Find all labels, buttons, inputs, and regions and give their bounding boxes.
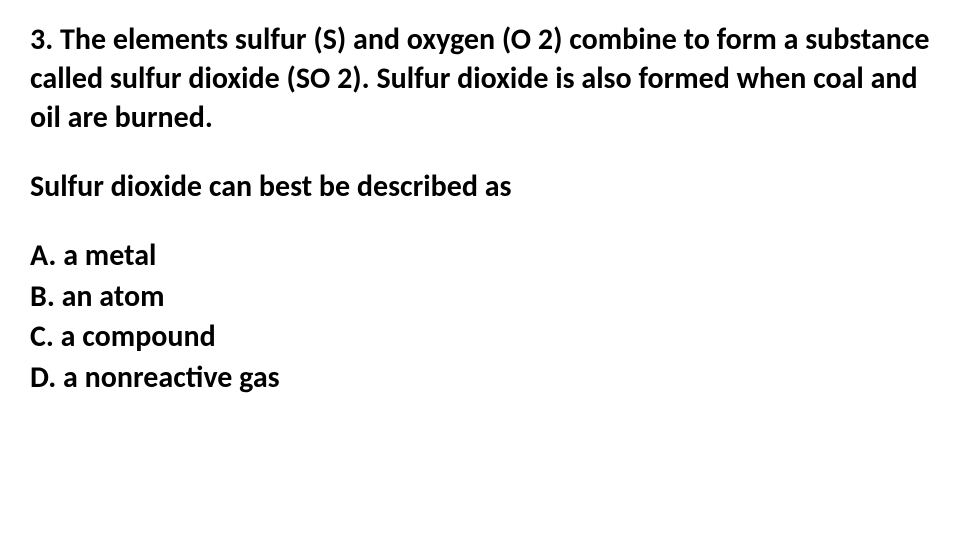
answer-option-d: D. a nonreactive gas [30, 358, 930, 399]
answer-option-b: B. an atom [30, 277, 930, 318]
answer-list: A. a metal B. an atom C. a compound D. a… [30, 236, 930, 398]
question-prompt-text: Sulfur dioxide can best be described as [30, 167, 930, 206]
answer-option-a: A. a metal [30, 236, 930, 277]
answer-option-c: C. a compound [30, 317, 930, 358]
question-intro-text: 3. The elements sulfur (S) and oxygen (O… [30, 20, 930, 137]
